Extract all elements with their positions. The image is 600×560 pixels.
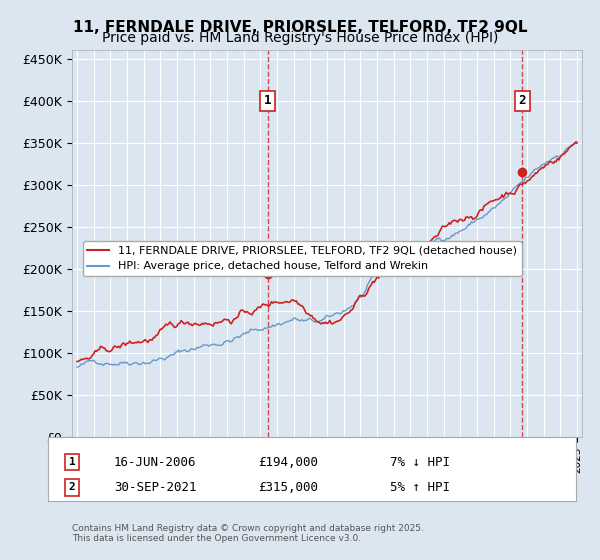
Text: £194,000: £194,000 xyxy=(258,455,318,469)
Text: 30-SEP-2021: 30-SEP-2021 xyxy=(114,480,197,494)
Text: 2: 2 xyxy=(518,94,526,108)
Text: 7% ↓ HPI: 7% ↓ HPI xyxy=(390,455,450,469)
Text: Price paid vs. HM Land Registry's House Price Index (HPI): Price paid vs. HM Land Registry's House … xyxy=(102,31,498,45)
Text: 2: 2 xyxy=(68,482,76,492)
Text: 1: 1 xyxy=(68,457,76,467)
Legend: 11, FERNDALE DRIVE, PRIORSLEE, TELFORD, TF2 9QL (detached house), HPI: Average p: 11, FERNDALE DRIVE, PRIORSLEE, TELFORD, … xyxy=(83,241,521,276)
Text: Contains HM Land Registry data © Crown copyright and database right 2025.
This d: Contains HM Land Registry data © Crown c… xyxy=(72,524,424,543)
Text: 1: 1 xyxy=(264,94,272,108)
Text: 16-JUN-2006: 16-JUN-2006 xyxy=(114,455,197,469)
Text: 5% ↑ HPI: 5% ↑ HPI xyxy=(390,480,450,494)
Text: £315,000: £315,000 xyxy=(258,480,318,494)
Text: 11, FERNDALE DRIVE, PRIORSLEE, TELFORD, TF2 9QL: 11, FERNDALE DRIVE, PRIORSLEE, TELFORD, … xyxy=(73,20,527,35)
